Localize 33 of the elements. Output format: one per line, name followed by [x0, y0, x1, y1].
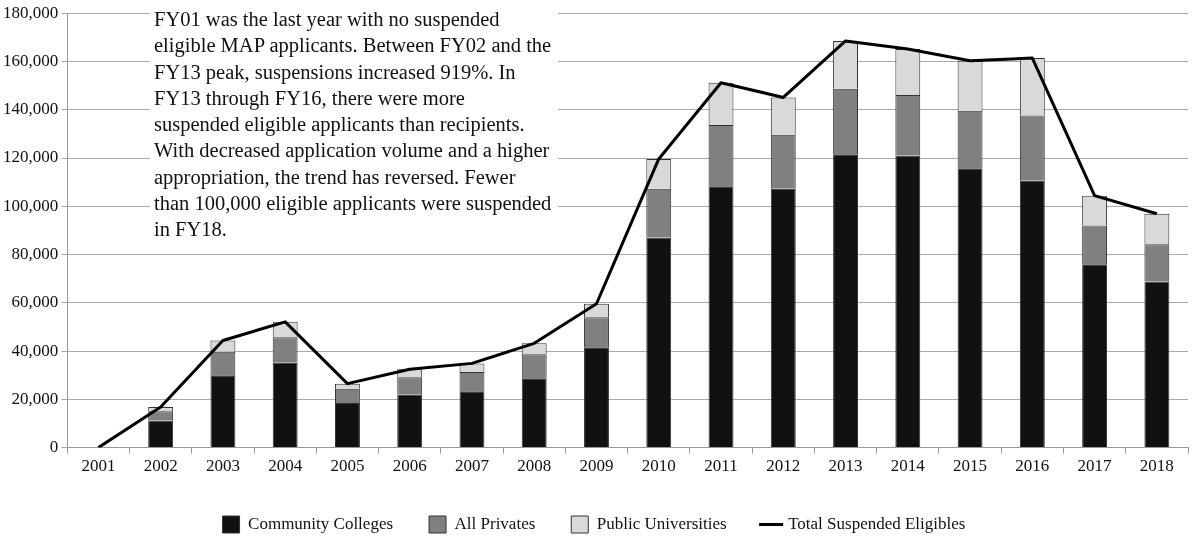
y-tick-label: 80,000	[11, 244, 59, 263]
x-tick-label: 2011	[704, 456, 738, 476]
legend-label: Community Colleges	[248, 513, 394, 533]
x-tick-label: 2018	[1139, 456, 1174, 476]
y-tick-label: 40,000	[11, 340, 59, 360]
x-tick-label: 2010	[641, 456, 676, 476]
x-tick-label: 2017	[1077, 456, 1113, 476]
y-tick-label: 180,000	[3, 2, 59, 22]
y-tick-label: 160,000	[3, 50, 59, 70]
y-tick-label: 60,000	[11, 292, 59, 312]
y-tick-label: 120,000	[3, 147, 59, 167]
x-tick-label: 2009	[579, 456, 614, 476]
legend-label: All Privates	[454, 513, 536, 533]
x-tick-label: 2002	[143, 456, 178, 476]
text: FY01 was the last year with no suspended eligible MAP applicants. Between FY02 and the FY13 peak, suspensions increased 919%. In FY13 through FY16, there were more suspended eligible applicants than recipients. With decreased application volume and a higher appropriation, the trend has reversed. Fewer than 100,000 eligible applicants were suspended in FY18.	[154, 8, 552, 241]
legend-label: Public Universities	[596, 513, 727, 533]
y-tick-label: 20,000	[11, 388, 59, 408]
x-tick-label: 2005	[330, 456, 365, 476]
y-tick-label: 140,000	[3, 99, 59, 119]
x-tick-label: 2001	[81, 456, 116, 476]
x-tick-label: 2013	[828, 456, 863, 476]
x-tick-label: 2004	[268, 456, 303, 476]
x-tick-label: 2014	[890, 456, 926, 476]
x-tick-label: 2015	[953, 456, 988, 476]
x-tick-label: 2007	[454, 456, 490, 476]
x-tick-label: 2006	[392, 456, 427, 476]
legend-label: Total Suspended Eligibles	[788, 513, 966, 533]
x-tick-label: 2016	[1015, 456, 1050, 476]
x-tick-label: 2012	[766, 456, 801, 476]
y-tick-label: 0	[49, 437, 59, 457]
x-tick-label: 2008	[517, 456, 552, 476]
x-tick-label: 2003	[205, 456, 240, 476]
y-tick-label: 100,000	[3, 195, 59, 215]
